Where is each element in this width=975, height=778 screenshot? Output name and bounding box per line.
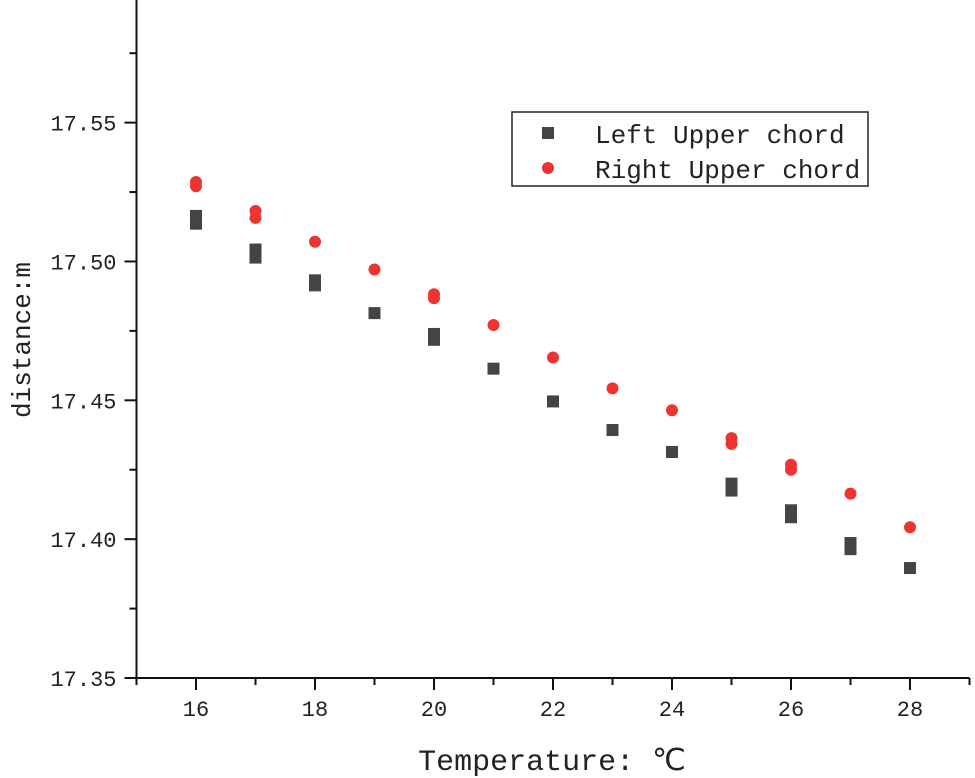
data-point-left-upper-chord xyxy=(606,424,619,437)
data-marks xyxy=(190,176,916,575)
data-point-right-upper-chord xyxy=(249,211,262,224)
y-tick-label: 17.35 xyxy=(50,668,116,693)
y-tick-label: 17.40 xyxy=(50,529,116,554)
legend: Left Upper chord Right Upper chord xyxy=(511,111,869,187)
data-point-right-upper-chord xyxy=(606,382,619,395)
data-point-left-upper-chord xyxy=(249,251,262,264)
data-point-right-upper-chord xyxy=(904,521,916,534)
data-point-right-upper-chord xyxy=(368,263,381,276)
data-point-right-upper-chord xyxy=(487,319,500,332)
x-tick-label: 24 xyxy=(659,698,685,723)
x-tick-label: 20 xyxy=(421,698,447,723)
data-point-left-upper-chord xyxy=(547,395,559,408)
axes: 16 18 20 22 24 26 28 17.35 17.40 17.45 17.50 17.55 xyxy=(50,0,971,723)
y-axis-label: distance:m xyxy=(8,262,38,418)
data-point-left-upper-chord xyxy=(368,307,381,320)
data-point-right-upper-chord xyxy=(309,235,321,248)
data-point-right-upper-chord xyxy=(428,292,440,305)
y-tick-label: 17.45 xyxy=(50,390,116,415)
data-point-left-upper-chord xyxy=(487,362,500,375)
legend-label-left-upper-chord: Left Upper chord xyxy=(595,121,845,151)
data-point-left-upper-chord xyxy=(844,543,857,556)
data-point-right-upper-chord xyxy=(844,487,857,500)
data-point-left-upper-chord xyxy=(666,445,678,458)
legend-label-right-upper-chord: Right Upper chord xyxy=(595,156,860,186)
legend-marker-right-upper-chord xyxy=(542,162,554,174)
x-tick-label: 16 xyxy=(183,698,209,723)
data-point-left-upper-chord xyxy=(785,511,797,524)
data-point-right-upper-chord xyxy=(547,351,559,364)
data-point-right-upper-chord xyxy=(785,463,797,476)
x-tick-label: 18 xyxy=(302,698,328,723)
x-tick-label: 22 xyxy=(540,698,566,723)
data-point-left-upper-chord xyxy=(190,217,202,230)
legend-box xyxy=(511,111,869,187)
data-point-left-upper-chord xyxy=(904,562,916,575)
data-point-right-upper-chord xyxy=(666,404,678,417)
data-point-left-upper-chord xyxy=(725,484,738,497)
x-tick-label: 26 xyxy=(778,698,804,723)
y-tick-label: 17.50 xyxy=(50,251,116,276)
data-point-left-upper-chord xyxy=(428,333,440,346)
data-point-right-upper-chord xyxy=(725,437,738,450)
legend-marker-left-upper-chord xyxy=(542,127,554,139)
x-tick-label: 28 xyxy=(897,698,923,723)
data-point-right-upper-chord xyxy=(190,180,202,193)
x-axis-label: Temperature: ℃ xyxy=(418,746,686,778)
y-tick-label: 17.55 xyxy=(50,113,116,138)
data-point-left-upper-chord xyxy=(309,279,321,292)
